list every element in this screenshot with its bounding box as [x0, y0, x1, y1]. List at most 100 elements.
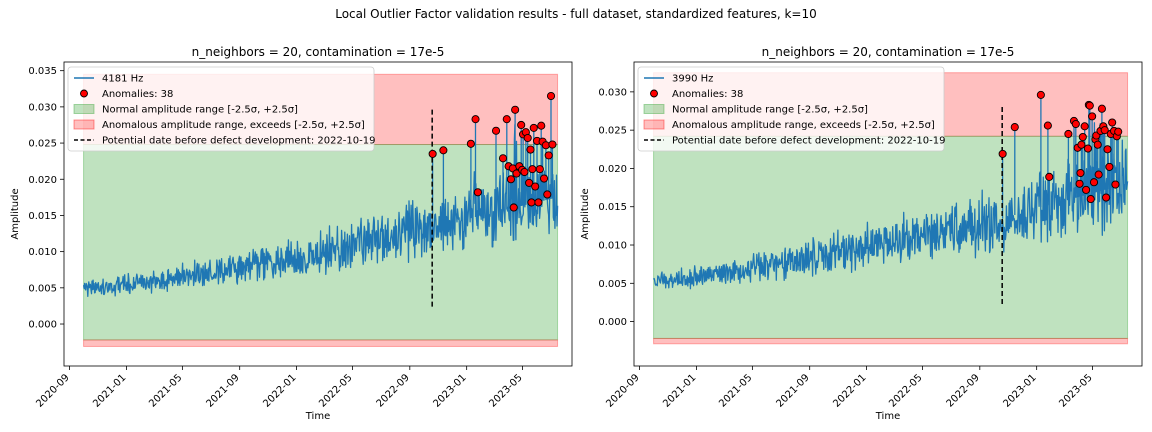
legend-label: Potential date before defect development…: [672, 136, 945, 147]
y-tick-label: 0.000: [28, 320, 57, 331]
legend: 3990 Hz Anomalies: 38 Normal amplitude ran…: [637, 66, 945, 152]
plot-area: [653, 72, 1129, 345]
x-tick-label: 2022-09: [945, 372, 982, 409]
anomaly-point: [439, 146, 448, 155]
legend-normal-range-icon: [643, 104, 665, 114]
legend-normal-range-icon: [73, 104, 95, 114]
anomaly-point: [998, 149, 1007, 158]
chart-title: n_neighbors = 20, contamination = 17e-5: [192, 45, 445, 59]
anomaly-point: [1064, 129, 1073, 139]
axes-frame: [63, 61, 573, 367]
anomaly-point: [498, 154, 508, 163]
anomaly-point: [1075, 179, 1084, 188]
y-tick-label: 0.010: [598, 241, 627, 252]
x-tick-label: 2022-05: [887, 372, 924, 409]
y-tick-label: 0.005: [28, 283, 57, 294]
y-tick-label: 0.025: [28, 139, 57, 150]
anomaly-point: [1078, 132, 1087, 142]
legend-label: Anomalous amplitude range, exceeds [-2.5…: [672, 120, 935, 131]
y-tick-label: 0.005: [598, 279, 627, 290]
anomaly-point: [1100, 126, 1109, 135]
y-tick-label: 0.030: [598, 87, 627, 98]
anomaly-point: [523, 133, 532, 143]
anomaly-point: [531, 182, 540, 191]
anomaly-point: [1071, 119, 1080, 129]
anomaly-point: [1036, 90, 1045, 99]
anomaly-point: [517, 120, 526, 130]
legend-anomalous-range-icon: [643, 119, 665, 130]
anomaly-point: [525, 178, 534, 187]
anomaly-point: [1043, 121, 1052, 130]
anomaly-point: [473, 188, 482, 197]
legend-label: Anomalies: 38: [102, 89, 173, 100]
legend-marker-icon: [650, 89, 658, 98]
chart-title: n_neighbors = 20, contamination = 17e-5: [762, 45, 1015, 59]
anomaly-point: [1082, 185, 1091, 194]
legend-label: Anomalies: 38: [672, 89, 743, 100]
x-axis-label: Time: [875, 411, 900, 422]
x-tick-label: 2021-01: [661, 372, 698, 409]
anomaly-point: [546, 91, 556, 101]
anomaly-point: [466, 139, 475, 148]
anomaly-point: [543, 190, 552, 199]
anomaly-point: [1010, 123, 1019, 132]
y-tick-label: 0.000: [598, 317, 627, 328]
legend-label: 3990 Hz: [672, 74, 713, 85]
x-tick-label: 2021-09: [774, 372, 811, 409]
anomaly-point: [1089, 178, 1099, 187]
anomaly-point: [544, 151, 553, 160]
legend-box: [637, 66, 945, 152]
anomaly-point: [1097, 104, 1106, 113]
anomaly-point: [512, 169, 521, 178]
anomaly-point: [535, 165, 544, 174]
anomaly-point: [471, 115, 480, 124]
anomaly-point: [1077, 140, 1086, 149]
legend-label: Potential date before defect development…: [102, 136, 375, 147]
legend-label: Normal amplitude range [-2.5σ, +2.5σ]: [672, 105, 868, 116]
anomaly-point: [1114, 127, 1123, 136]
anomaly-point: [1108, 118, 1117, 127]
y-tick-label: 0.010: [28, 247, 57, 258]
y-axis-label: Amplitude: [580, 188, 591, 239]
y-tick-label: 0.025: [598, 126, 627, 137]
x-tick-label: 2023-05: [1057, 372, 1094, 409]
anomaly-point: [1102, 193, 1111, 202]
anomaly-point: [509, 203, 518, 212]
anomaly-point: [529, 123, 538, 132]
anomaly-point: [506, 175, 515, 184]
y-tick-label: 0.030: [28, 102, 57, 113]
y-tick-label: 0.015: [598, 202, 627, 213]
anomalous-range-lower-band: [653, 337, 1129, 345]
anomaly-point: [1094, 170, 1103, 179]
x-tick-label: 2021-05: [717, 372, 754, 409]
anomaly-point: [1103, 145, 1112, 154]
anomaly-point: [534, 198, 543, 207]
legend-marker-icon: [80, 89, 88, 98]
anomaly-point: [526, 145, 535, 154]
legend: 4181 Hz Anomalies: 38 Normal amplitude ran…: [67, 66, 375, 152]
figure-title: Local Outlier Factor validation results …: [335, 7, 817, 21]
axes-frame: [633, 61, 1143, 367]
anomaly-point: [511, 105, 520, 114]
y-tick-label: 0.035: [28, 66, 57, 77]
y-tick-label: 0.020: [28, 175, 57, 186]
anomaly-point: [1080, 122, 1089, 131]
anomaly-point: [1093, 140, 1102, 149]
legend-label: Anomalous amplitude range, exceeds [-2.5…: [102, 120, 365, 131]
anomaly-point: [1083, 144, 1092, 153]
legend-label: Normal amplitude range [-2.5σ, +2.5σ]: [102, 105, 298, 116]
y-tick-label: 0.015: [28, 211, 57, 222]
x-tick-label: 2022-01: [831, 372, 868, 409]
legend-box: [67, 66, 375, 152]
anomaly-point: [520, 167, 529, 177]
anomaly-point: [1086, 195, 1095, 204]
anomaly-point: [502, 115, 511, 124]
x-axis-label: Time: [305, 411, 330, 422]
anomaly-point: [1076, 168, 1085, 178]
x-tick-label: 2023-01: [1001, 372, 1038, 409]
y-tick-label: 0.020: [598, 164, 627, 175]
anomalous-range-lower-band: [83, 339, 559, 347]
